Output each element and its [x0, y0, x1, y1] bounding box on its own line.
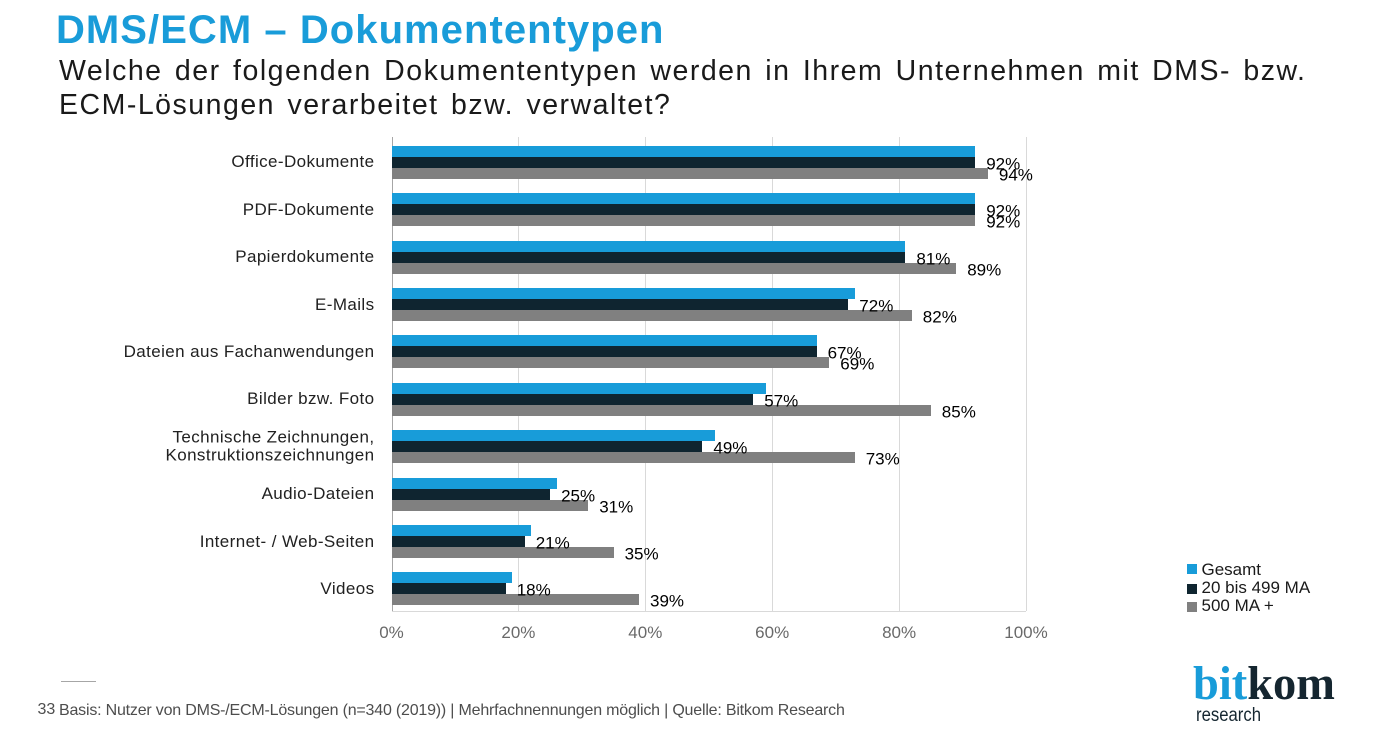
svg-text:research: research — [1196, 705, 1261, 726]
svg-text:bitkom: bitkom — [1193, 657, 1335, 710]
